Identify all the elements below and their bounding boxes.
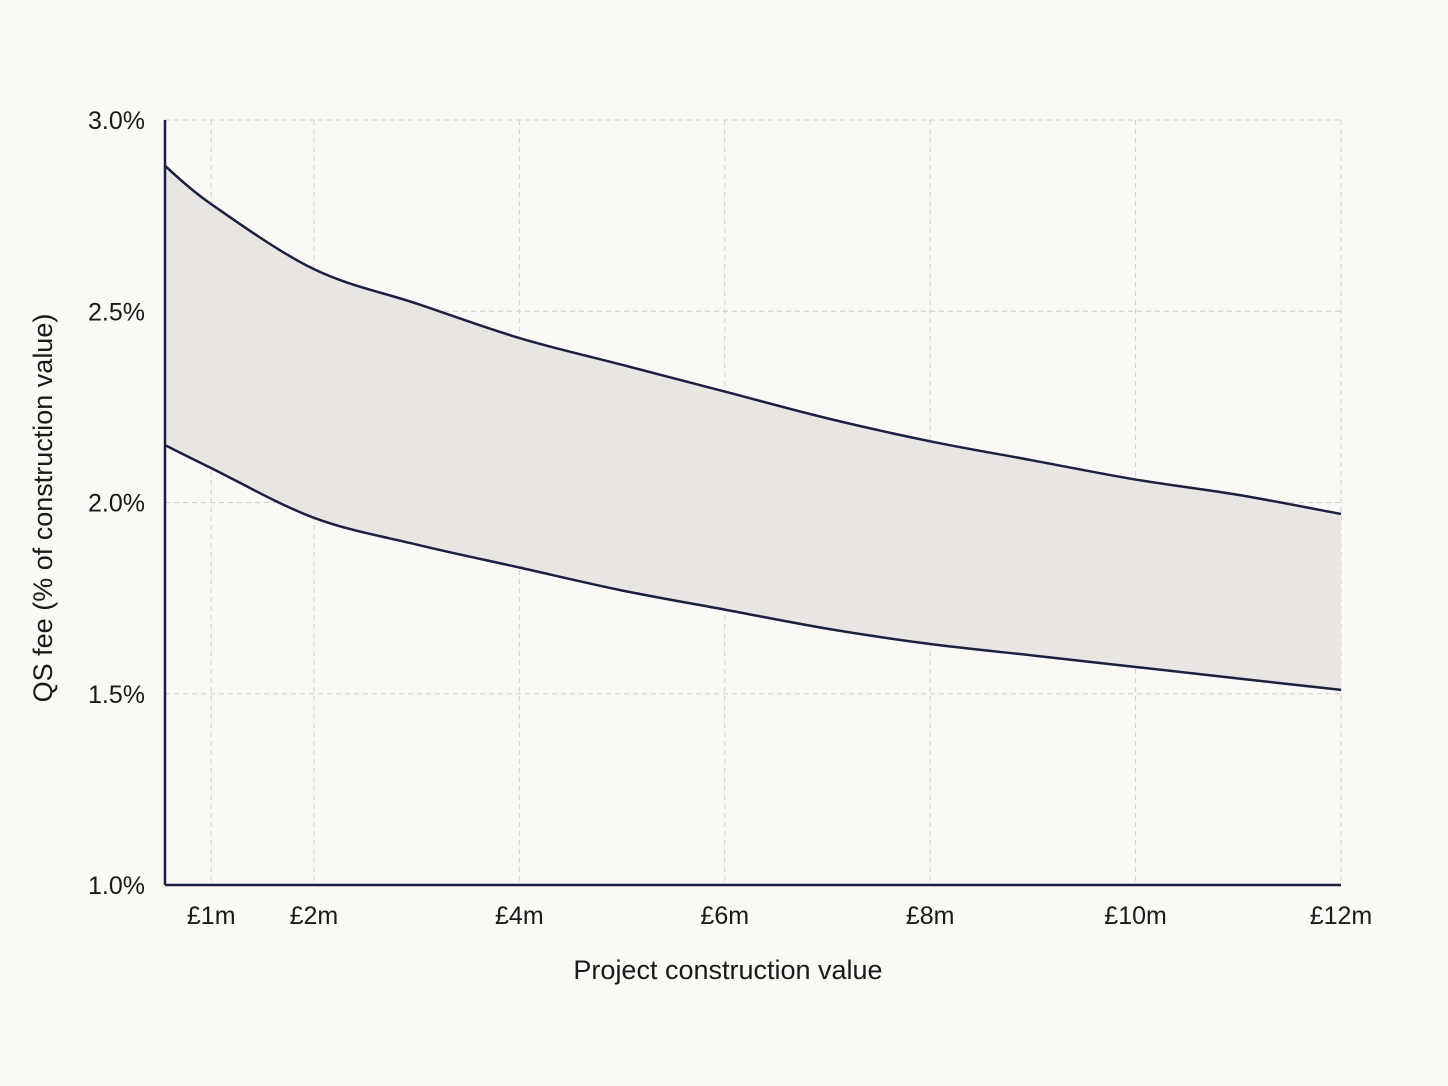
y-tick-label-4: 3.0% [88,107,145,135]
lower-fee-line [164,444,1342,692]
x-tick-label-2: £4m [495,902,544,930]
y-tick-label-2: 2.0% [88,490,145,518]
x-tick-label-6: £12m [1310,902,1373,930]
y-tick-label-0: 1.0% [88,872,145,900]
y-tick-label-3: 2.5% [88,298,145,326]
x-tick-label-1: £2m [290,902,339,930]
fee-range-band [165,165,1341,690]
x-axis-title: Project construction value [573,955,882,985]
x-tick-labels: £1m £2m £4m £6m £8m £10m £12m [187,902,1372,930]
x-tick-label-4: £8m [906,902,955,930]
y-tick-labels: 1.0% 1.5% 2.0% 2.5% 3.0% [88,107,145,900]
y-tick-label-1: 1.5% [88,681,145,709]
x-tick-label-3: £6m [700,902,749,930]
x-tick-label-5: £10m [1104,902,1167,930]
y-axis-title: QS fee (% of construction value) [28,314,58,703]
x-tick-label-0: £1m [187,902,236,930]
upper-fee-line [164,164,1342,516]
